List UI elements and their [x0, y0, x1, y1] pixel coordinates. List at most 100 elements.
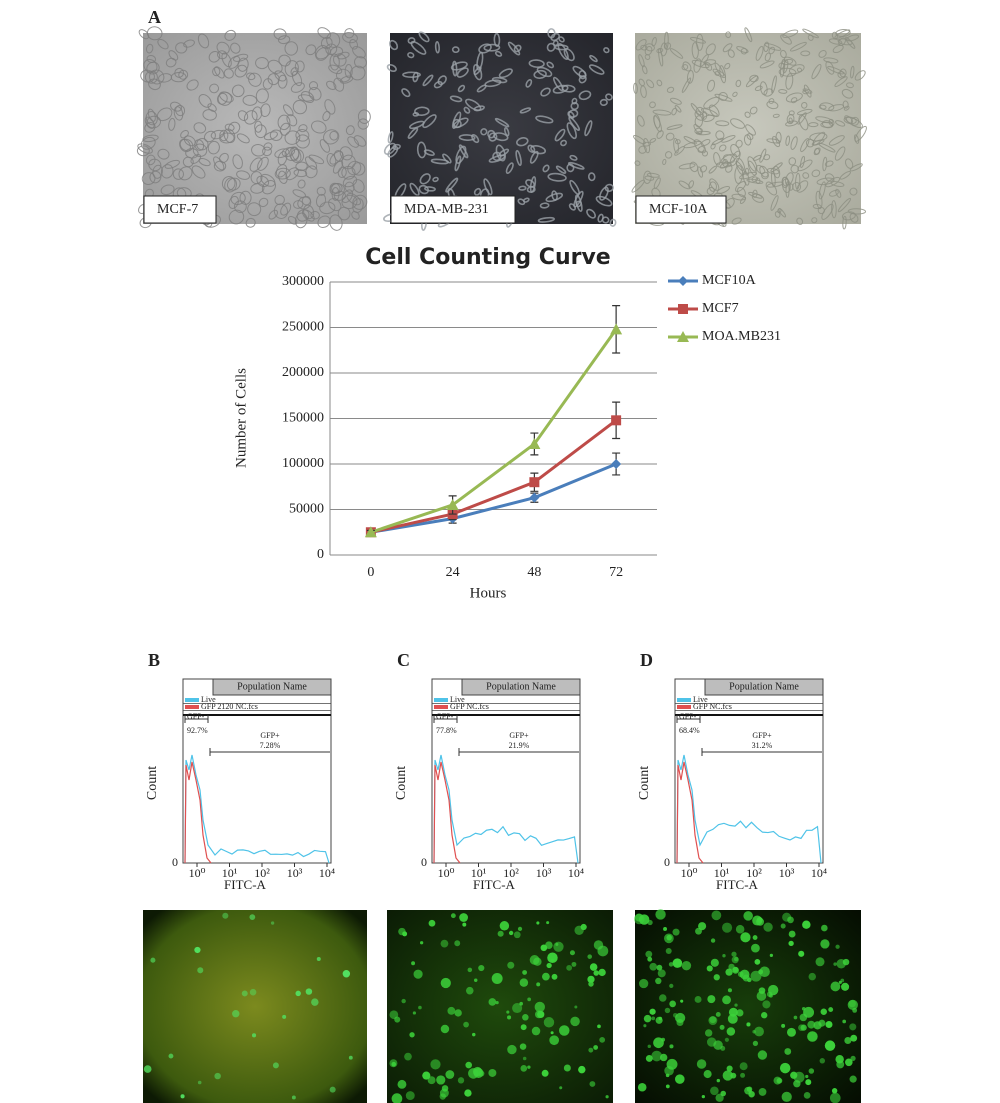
cell: [228, 209, 245, 225]
cell: [706, 186, 715, 195]
cell: [221, 52, 232, 68]
cell: [780, 58, 786, 78]
gate-minus-pct: 68.4%: [679, 726, 700, 735]
gfp-cell: [754, 1026, 764, 1037]
gfp-cell: [465, 986, 474, 995]
cell: [498, 68, 513, 79]
cell: [353, 56, 367, 69]
cell: [472, 64, 483, 81]
gfp-cell: [780, 923, 786, 929]
cell: [352, 198, 364, 213]
cell: [172, 168, 184, 180]
cell: [834, 146, 846, 161]
x-tick-label: 10⁰: [681, 866, 698, 880]
cell: [262, 78, 273, 90]
gfp-cell: [445, 1070, 455, 1079]
gfp-cell: [405, 1091, 415, 1101]
gfp-cell: [291, 1095, 296, 1100]
gfp-cell: [708, 1016, 718, 1025]
cell: [681, 77, 692, 93]
gfp-cell: [821, 924, 828, 932]
cell: [785, 73, 794, 90]
cell: [136, 145, 150, 157]
cell: [450, 61, 468, 71]
gfp-cell: [593, 1045, 599, 1050]
gfp-cell: [763, 922, 773, 932]
cell: [842, 215, 847, 230]
gfp-cell: [793, 1015, 798, 1020]
cell: [665, 132, 675, 141]
cell: [830, 181, 845, 187]
cell: [694, 127, 703, 135]
cell: [263, 142, 273, 151]
cell: [774, 211, 781, 218]
gfp-cell: [520, 1065, 528, 1072]
gate-minus-pct: 77.8%: [436, 726, 457, 735]
gfp-cell: [441, 1085, 449, 1092]
gfp-cell: [522, 1014, 529, 1021]
cell: [292, 189, 307, 198]
cell: [751, 193, 765, 203]
gfp-cell: [807, 1020, 816, 1029]
cell: [849, 163, 863, 172]
gfp-cell: [842, 1019, 847, 1024]
gfp-cell: [752, 915, 763, 926]
cell: [721, 134, 736, 143]
series-line: [370, 328, 618, 534]
gfp-cell: [815, 957, 825, 967]
gfp-cell: [831, 1088, 838, 1094]
micrograph-label: MCF-7: [157, 202, 198, 217]
cell: [702, 114, 715, 122]
cell: [152, 164, 163, 179]
cell: [295, 134, 310, 149]
gfp-cell: [411, 961, 416, 966]
point: [529, 477, 540, 488]
point: [446, 498, 459, 510]
micrograph: [635, 33, 861, 224]
cell: [456, 67, 469, 78]
cell: [342, 175, 358, 188]
gfp-cell: [734, 1003, 738, 1007]
cell: [331, 187, 340, 201]
cell: [286, 114, 298, 127]
gate-plus-pct: 31.2%: [752, 741, 773, 750]
gfp-cell: [491, 972, 503, 984]
cell: [407, 52, 415, 59]
cell: [837, 197, 852, 213]
cell: [797, 108, 813, 116]
cell: [504, 127, 510, 137]
gfp-cell: [413, 969, 423, 979]
cell: [540, 87, 551, 97]
cell: [710, 143, 716, 150]
gfp-cell: [819, 1058, 826, 1064]
cell: [729, 150, 741, 167]
cell: [827, 66, 845, 75]
gfp-cell: [720, 1090, 726, 1097]
gfp-cell: [710, 1086, 719, 1096]
gfp-cell: [587, 975, 595, 983]
cell: [342, 32, 358, 44]
cell: [802, 28, 819, 39]
gfp-cell: [661, 1037, 666, 1042]
gfp-cell: [836, 959, 846, 969]
gfp-cell: [759, 966, 770, 977]
cell: [569, 179, 580, 195]
y-tick-label: 50000: [289, 502, 324, 517]
cell: [796, 67, 803, 73]
y-tick-label: 150000: [282, 411, 324, 426]
gfp-cell: [197, 1080, 202, 1085]
micrograph-label-box: [390, 195, 516, 224]
cell: [419, 173, 431, 185]
cell: [688, 180, 695, 189]
cell: [186, 79, 199, 91]
gate-swatch: [677, 705, 691, 709]
gfp-cell: [711, 910, 722, 921]
gfp-cell: [805, 1074, 809, 1079]
gfp-cell: [578, 1065, 586, 1074]
cell: [568, 203, 577, 211]
gfp-cell: [674, 1074, 685, 1084]
cell: [795, 172, 801, 190]
gfp-cell: [467, 967, 473, 973]
cell: [491, 76, 508, 84]
